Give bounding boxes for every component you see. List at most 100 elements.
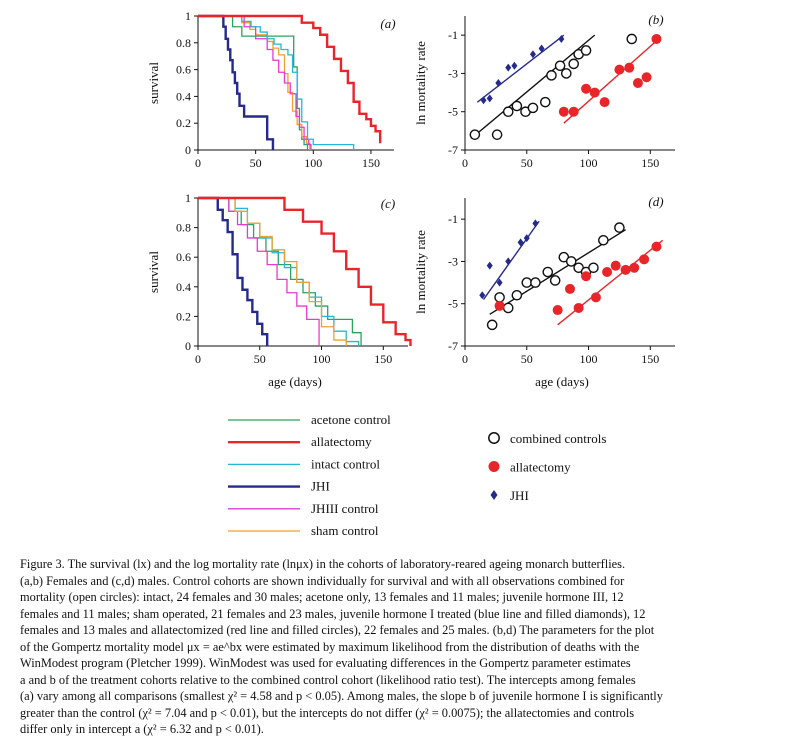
x-tick-label: 100 <box>580 156 598 170</box>
point-allatectomy <box>494 300 505 311</box>
point-combined-controls <box>546 70 557 81</box>
point-allatectomy <box>552 305 563 316</box>
y-tick-label: -3 <box>448 254 458 268</box>
point-allatectomy <box>581 83 592 94</box>
survival-line-JHIII-control <box>198 197 320 346</box>
point-combined-controls <box>527 102 539 114</box>
y-tick-label: -1 <box>448 212 458 226</box>
y-tick-label: 1 <box>185 191 191 205</box>
point-allatectomy <box>558 106 569 117</box>
point-jhi <box>532 219 539 228</box>
panel-label: (a) <box>380 16 395 31</box>
legend-label: sham control <box>311 523 379 538</box>
point-allatectomy <box>565 283 575 294</box>
point-jhi <box>505 63 512 72</box>
point-jhi <box>486 261 493 270</box>
panel-c: 0 50 100 150 0 0.2 0.4 0.6 0.8 1 survival age (days… <box>146 191 412 389</box>
x-tick-label: 100 <box>580 352 598 366</box>
x-tick-label: 50 <box>254 352 266 366</box>
y-tick-label: 0.6 <box>176 63 191 77</box>
x-tick-label: 150 <box>374 352 392 366</box>
y-tick-label: -7 <box>448 339 458 353</box>
legend-markers: combined controls allatectomy JHI <box>488 431 606 503</box>
caption-line: females and 13 males and allatectomized … <box>20 623 655 637</box>
x-tick-label: 100 <box>304 156 322 170</box>
point-allatectomy <box>581 271 592 282</box>
point-allatectomy <box>624 62 635 73</box>
caption-line: a and b of the treatment cohorts relativ… <box>20 672 636 687</box>
survival-line-JHIII-control <box>198 15 312 150</box>
y-axis-label: survival <box>146 62 161 104</box>
x-tick-label: 0 <box>195 156 201 170</box>
point-combined-controls <box>469 129 481 140</box>
point-jhi <box>496 278 503 287</box>
point-combined-controls <box>560 68 572 79</box>
y-tick-label: 1 <box>185 9 191 23</box>
point-allatectomy <box>632 78 643 88</box>
caption-line: mortality (open circles): intact, 24 fem… <box>20 590 624 604</box>
point-jhi <box>517 238 524 247</box>
point-combined-controls <box>491 129 503 140</box>
panel-d: 0 50 100 150 -7 -5 -3 -1 ln mortality rate age (d… <box>413 194 675 389</box>
point-jhi <box>538 44 545 53</box>
y-tick-label: 0.8 <box>176 36 191 50</box>
point-allatectomy <box>651 33 662 44</box>
point-jhi <box>479 291 486 300</box>
point-jhi <box>480 96 487 105</box>
x-tick-label: 0 <box>462 156 468 170</box>
y-axis-label: ln mortality rate <box>413 41 428 125</box>
panel-b: 0 50 100 150 -7 -5 -3 -1 ln mortality rate (b) <box>413 12 675 170</box>
legend-label: allatectomy <box>510 460 571 475</box>
point-allatectomy <box>573 302 584 313</box>
x-tick-label: 0 <box>462 352 468 366</box>
panel-label: (b) <box>648 12 663 27</box>
survival-line-allatectomy <box>198 14 382 144</box>
x-tick-label: 50 <box>521 156 533 170</box>
legend-marker-jhi <box>490 490 498 500</box>
y-axis-label: ln mortality rate <box>413 230 428 314</box>
point-jhi <box>523 234 530 243</box>
y-tick-label: 0 <box>185 143 191 157</box>
point-allatectomy <box>614 64 625 75</box>
point-combined-controls <box>486 319 498 331</box>
caption-line: of the Gompertz mortality model μx = ae^… <box>20 639 640 654</box>
y-tick-label: 0.8 <box>176 221 191 235</box>
x-tick-label: 150 <box>641 352 659 366</box>
point-combined-controls <box>598 234 609 246</box>
point-combined-controls <box>614 222 625 233</box>
legend-label: intact control <box>311 456 380 471</box>
point-allatectomy <box>590 292 601 303</box>
survival-line-allatectomy <box>198 196 412 346</box>
panel-label: (d) <box>648 194 663 209</box>
x-tick-label: 150 <box>362 156 380 170</box>
point-jhi <box>529 50 536 59</box>
fit-line-JHI <box>482 220 540 300</box>
point-allatectomy <box>568 106 579 117</box>
y-tick-label: -5 <box>448 105 458 119</box>
fit-line-JHI <box>476 34 565 103</box>
point-allatectomy <box>610 260 621 271</box>
y-tick-label: -1 <box>448 28 458 42</box>
y-tick-label: 0.2 <box>176 116 191 130</box>
caption-line: (a) vary among all comparisons (smallest… <box>20 689 663 703</box>
y-tick-label: 0 <box>185 339 191 353</box>
point-allatectomy <box>629 262 640 273</box>
point-allatectomy <box>599 97 610 108</box>
point-allatectomy <box>641 72 652 83</box>
x-axis-label: age (days) <box>535 374 589 389</box>
legend-label: JHI <box>510 488 529 503</box>
caption-line: Figure 3. The survival (lx) and the log … <box>20 557 626 571</box>
point-combined-controls <box>511 289 523 301</box>
x-tick-label: 100 <box>313 352 331 366</box>
y-tick-label: -3 <box>448 66 458 80</box>
legend-lines: acetone control allatectomy intact control… <box>228 412 391 538</box>
point-allatectomy <box>602 267 613 277</box>
point-combined-controls <box>626 33 638 45</box>
survival-line-JHI <box>198 14 275 150</box>
y-tick-label: 0.6 <box>176 250 191 264</box>
x-axis-label: age (days) <box>268 374 322 389</box>
y-tick-label: -5 <box>448 297 458 311</box>
point-combined-controls <box>502 302 514 314</box>
legend-label: allatectomy <box>311 434 372 449</box>
point-jhi <box>495 79 502 87</box>
